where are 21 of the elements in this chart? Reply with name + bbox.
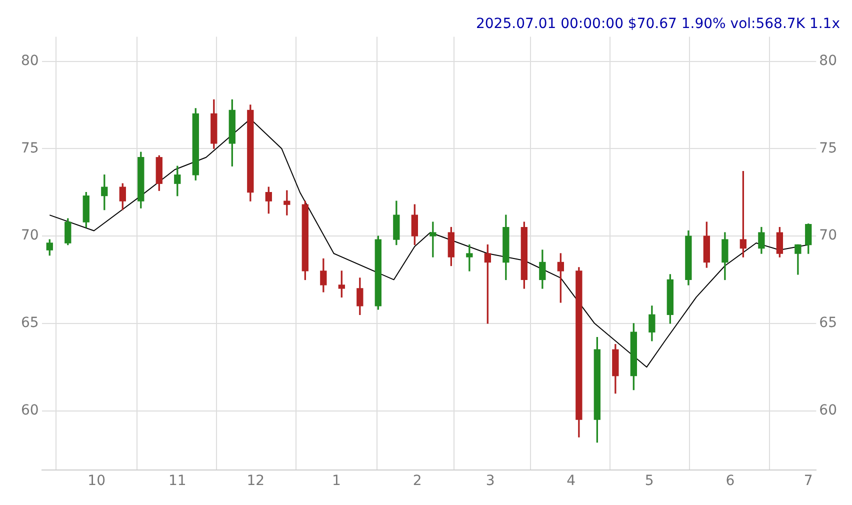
x-tick-label: 12 [246,473,265,490]
x-tick-label: 1 [332,473,341,490]
y-tick-label: 65 [20,315,39,332]
y-tick-label: 80 [20,52,39,69]
y2-tick-label: 75 [819,140,838,156]
y-tick-label: 60 [20,402,39,418]
chart-title: 2025.07.01 00:00:00 $70.67 1.90% vol:568.7K 1.1x [476,16,840,32]
y-tick-label: 70 [20,228,39,244]
y-tick-label: 75 [20,140,39,156]
x-tick-label: 2 [412,473,422,490]
x-tick-label: 3 [486,473,495,490]
y2-tick-label: 70 [819,228,838,244]
x-tick-label: 5 [644,473,654,490]
y2-tick-label: 60 [819,402,838,418]
x-tick-label: 6 [726,473,735,490]
x-tick-label: 4 [566,473,576,490]
x-tick-label: 7 [804,473,813,490]
x-tick-label: 11 [168,473,186,490]
x-tick-label: 10 [88,473,106,490]
y2-tick-label: 80 [819,52,838,69]
y2-tick-label: 65 [819,315,838,332]
